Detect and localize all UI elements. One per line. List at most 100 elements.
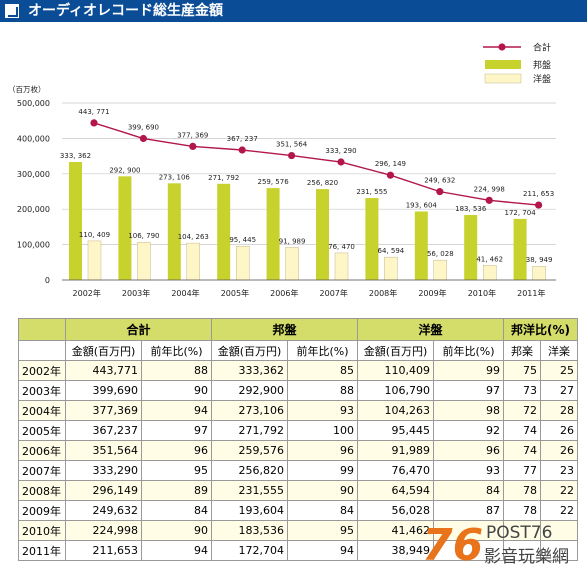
legend-total-label: 合計 — [533, 42, 551, 54]
column-header: 金額(百万円) — [211, 340, 288, 361]
group-header-foreign: 洋盤 — [357, 318, 504, 341]
data-label-foreign: 106, 790 — [128, 232, 159, 240]
data-label-domestic: 183, 536 — [455, 205, 487, 213]
table-cell: 333,362 — [211, 360, 288, 381]
table-row: 2011年 211,653 94 172,704 94 38,949 — [18, 540, 578, 561]
x-tick-label: 2002年 — [73, 288, 101, 298]
table-cell: 78 — [503, 480, 541, 501]
data-label-total: 211, 653 — [523, 190, 554, 198]
x-tick-label: 2003年 — [122, 288, 150, 298]
bar-domestic — [69, 161, 82, 280]
table-cell: 84 — [287, 500, 358, 521]
table-cell: 85 — [287, 360, 358, 381]
point-total — [139, 134, 147, 143]
table-cell: 98 — [433, 400, 504, 421]
column-header: 前年比(%) — [287, 340, 358, 361]
table-cell: 28 — [540, 400, 578, 421]
table-cell: 84 — [141, 500, 212, 521]
table-cell: 90 — [287, 480, 358, 501]
table-row: 2003年 399,690 90 292,900 88 106,790 97 73 27 — [18, 380, 578, 401]
table-cell: 74 — [503, 420, 541, 441]
bar-foreign — [235, 246, 250, 281]
table-cell: 97 — [141, 420, 212, 441]
table-cell: 94 — [141, 540, 212, 561]
data-label-domestic: 271, 792 — [208, 174, 239, 182]
data-label-total: 333, 290 — [325, 147, 356, 155]
corner-cell — [18, 318, 66, 341]
data-label-domestic: 172, 704 — [505, 209, 537, 217]
bar-foreign — [285, 247, 299, 281]
data-label-total: 399, 690 — [128, 124, 159, 132]
table-cell: 88 — [141, 360, 212, 381]
table-cell — [433, 520, 504, 541]
bar-foreign — [483, 265, 497, 281]
table-cell: 106,790 — [357, 380, 434, 401]
data-label-domestic: 292, 900 — [109, 166, 140, 174]
table-cell: 259,576 — [211, 440, 288, 461]
data-label-total: 443, 771 — [78, 108, 109, 116]
table-cell: 99 — [433, 360, 504, 381]
data-label-total: 296, 149 — [375, 160, 406, 168]
table-row: 2010年 224,998 90 183,536 95 41,462 — [18, 520, 578, 541]
data-label-foreign: 110, 409 — [79, 231, 110, 239]
data-label-foreign: 38, 949 — [526, 256, 553, 264]
table-cell: 95,445 — [357, 420, 434, 441]
data-table: 合計 邦盤 洋盤 邦洋比(%) 金額(百万円) 前年比(%) 金額(百万円) 前年比(%) 金額… — [18, 318, 578, 561]
table-cell: 25 — [540, 360, 578, 381]
table-cell: 22 — [540, 480, 578, 501]
data-label-total: 367, 237 — [227, 135, 258, 143]
table-cell: 399,690 — [65, 380, 142, 401]
table-cell: 172,704 — [211, 540, 288, 561]
table-cell: 23 — [540, 460, 578, 481]
table-cell: 41,462 — [357, 520, 434, 541]
table-cell: 77 — [503, 460, 541, 481]
table-cell: 292,900 — [211, 380, 288, 401]
y-tick-label: 500,000 — [17, 99, 50, 108]
bar-foreign — [334, 252, 349, 281]
table-cell: 100 — [287, 420, 358, 441]
table-cell: 273,106 — [211, 400, 288, 421]
arrow-icon — [4, 3, 20, 19]
bar-domestic — [316, 189, 329, 280]
table-cell: 87 — [433, 500, 504, 521]
y-tick-label: 400,000 — [17, 134, 50, 143]
table-cell: 90 — [141, 380, 212, 401]
table-cell: 93 — [433, 460, 504, 481]
y-tick-label: 200,000 — [17, 205, 50, 214]
table-cell: 231,555 — [211, 480, 288, 501]
x-tick-label: 2011年 — [517, 288, 545, 298]
data-label-total: 377, 369 — [177, 131, 208, 139]
row-year: 2011年 — [18, 540, 66, 561]
table-cell: 256,820 — [211, 460, 288, 481]
y-tick-label: 0 — [45, 276, 50, 285]
bar-domestic — [167, 183, 181, 280]
row-year: 2007年 — [18, 460, 66, 481]
table-cell: 249,632 — [65, 500, 142, 521]
bar-foreign — [87, 240, 102, 281]
table-cell: 351,564 — [65, 440, 142, 461]
legend-foreign-swatch — [484, 73, 522, 84]
point-total — [238, 146, 246, 154]
table-cell: 377,369 — [65, 400, 142, 421]
data-label-foreign: 104, 263 — [178, 233, 209, 241]
x-tick-label: 2006年 — [270, 288, 298, 298]
table-subheader-row: 金額(百万円) 前年比(%) 金額(百万円) 前年比(%) 金額(百万円) 前年比(%) 邦… — [18, 340, 578, 361]
table-cell: 93 — [287, 400, 358, 421]
row-year: 2004年 — [18, 400, 66, 421]
table-cell: 96 — [141, 440, 212, 461]
column-header: 金額(百万円) — [65, 340, 142, 361]
table-cell: 75 — [503, 360, 541, 381]
table-cell: 211,653 — [65, 540, 142, 561]
point-total — [90, 119, 98, 127]
bar-domestic — [513, 218, 527, 280]
bar-foreign — [532, 266, 546, 281]
table-cell: 92 — [433, 420, 504, 441]
page-title: オーディオレコード総生産金額 — [28, 3, 224, 19]
table-cell: 104,263 — [357, 400, 434, 421]
watermark-number: 76 — [422, 520, 483, 568]
legend-foreign-label: 洋盤 — [533, 73, 551, 85]
data-label-domestic: 193, 604 — [406, 201, 438, 209]
bar-foreign — [186, 242, 201, 281]
watermark-logo: 76 POST76 影音玩樂網 — [422, 520, 569, 568]
table-cell: 183,536 — [211, 520, 288, 541]
